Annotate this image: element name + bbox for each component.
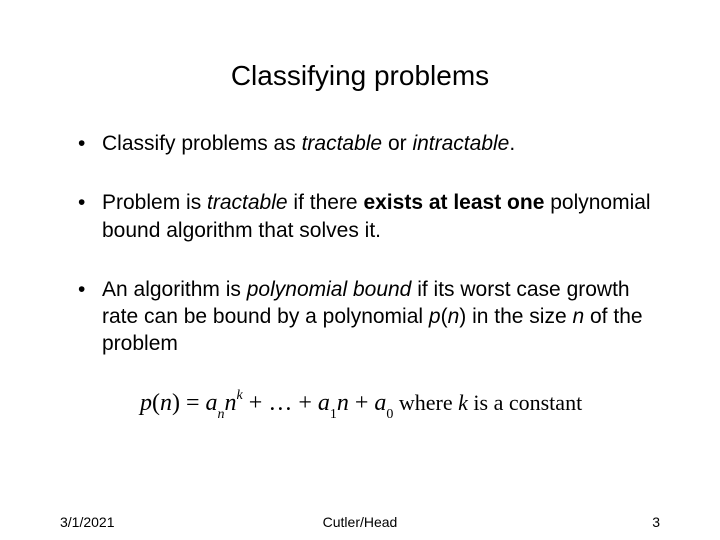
- text-italic: tractable: [302, 132, 383, 155]
- formula-sym: =: [180, 390, 206, 416]
- footer-author: Cutler/Head: [0, 514, 720, 530]
- formula-sym: (: [152, 390, 160, 416]
- formula-var: a: [318, 390, 330, 416]
- text: if there: [288, 191, 364, 214]
- bullet-list: Classify problems as tractable or intrac…: [60, 130, 660, 358]
- formula-var: a: [206, 390, 218, 416]
- formula-sup: k: [237, 388, 243, 403]
- text: ) in the size: [459, 305, 572, 328]
- formula-sub: 0: [386, 407, 393, 422]
- formula-var: k: [458, 390, 468, 415]
- text-italic: tractable: [207, 191, 288, 214]
- bullet-item-1: Classify problems as tractable or intrac…: [78, 130, 660, 157]
- formula-sym: ): [172, 390, 180, 416]
- footer-page-number: 3: [652, 514, 660, 530]
- slide-title: Classifying problems: [60, 60, 660, 92]
- text-italic: n: [572, 305, 584, 328]
- formula-sym: +: [292, 390, 318, 416]
- text-italic: intractable: [412, 132, 509, 155]
- formula: p(n) = annk + … + a1n + a0 where k is a …: [140, 390, 660, 421]
- formula-text: where: [393, 390, 458, 415]
- text: An algorithm is: [102, 278, 247, 301]
- text: .: [509, 132, 515, 155]
- text: Problem is: [102, 191, 207, 214]
- text: Classify problems as: [102, 132, 302, 155]
- text-bold: exists at least one: [363, 191, 544, 214]
- text-italic: n: [448, 305, 460, 328]
- formula-text: is a constant: [468, 390, 582, 415]
- text: (: [441, 305, 448, 328]
- formula-var: a: [374, 390, 386, 416]
- formula-sym: +: [243, 390, 269, 416]
- formula-sym: …: [268, 390, 292, 416]
- formula-var: p: [140, 390, 152, 416]
- text: or: [382, 132, 412, 155]
- bullet-item-3: An algorithm is polynomial bound if its …: [78, 276, 660, 358]
- text-italic: p: [429, 305, 441, 328]
- text-italic: polynomial bound: [247, 278, 412, 301]
- bullet-item-2: Problem is tractable if there exists at …: [78, 189, 660, 244]
- formula-sym: +: [349, 390, 375, 416]
- formula-var: n: [337, 390, 349, 416]
- formula-var: n: [160, 390, 172, 416]
- formula-sub: n: [218, 407, 225, 422]
- formula-var: n: [225, 390, 237, 416]
- formula-sub: 1: [330, 407, 337, 422]
- slide: Classifying problems Classify problems a…: [0, 0, 720, 540]
